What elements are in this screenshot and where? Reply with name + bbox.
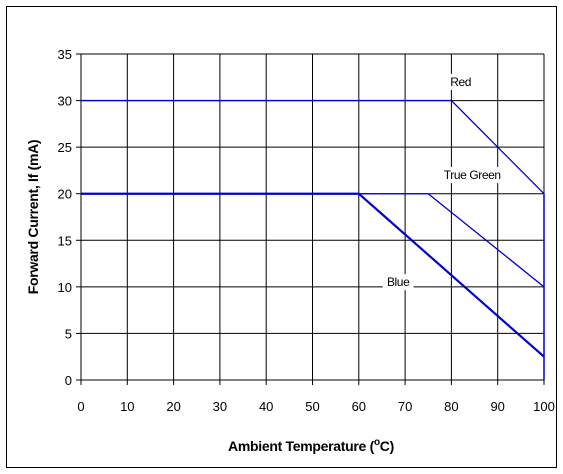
annotations: Red True Green Blue (382, 73, 507, 291)
x-tick-label: 90 (490, 399, 504, 414)
y-tick-label: 35 (58, 47, 72, 62)
series-lines (81, 99, 545, 380)
x-tick-label: 40 (259, 399, 273, 414)
y-tick-label: 10 (58, 280, 72, 295)
annotation-bg (382, 274, 414, 291)
x-tick-label: 70 (398, 399, 412, 414)
y-axis-title: Forward Current, If (mA) (25, 140, 41, 295)
annotation-label: Blue (387, 275, 410, 289)
grid (76, 53, 545, 385)
y-tick-labels: 0 5 10 15 20 25 30 35 (58, 47, 72, 388)
y-tick-label: 15 (58, 233, 72, 248)
y-tick-label: 30 (58, 94, 72, 109)
x-tick-label: 0 (77, 399, 84, 414)
annotation-bg (448, 73, 473, 90)
series-line-red (81, 99, 545, 195)
x-tick-label: 30 (213, 399, 227, 414)
y-tick-label: 25 (58, 140, 72, 155)
y-tick-label: 5 (65, 326, 72, 341)
x-tick-label: 20 (166, 399, 180, 414)
annotation-label: Red (450, 75, 471, 89)
x-tick-label: 60 (352, 399, 366, 414)
x-tick-label: 100 (533, 399, 555, 414)
y-tick-label: 0 (65, 373, 72, 388)
x-tick-labels: 0 10 20 30 40 50 60 70 80 90 100 (77, 399, 554, 414)
x-tick-label: 80 (444, 399, 458, 414)
annotation-bg (438, 167, 507, 184)
x-tick-label: 50 (305, 399, 319, 414)
y-tick-label: 20 (58, 187, 72, 202)
x-tick-label: 10 (120, 399, 134, 414)
series-line-blue (81, 192, 545, 358)
x-axis-title: Ambient Temperature (oC) (228, 437, 394, 454)
annotation-label: True Green (444, 168, 501, 182)
